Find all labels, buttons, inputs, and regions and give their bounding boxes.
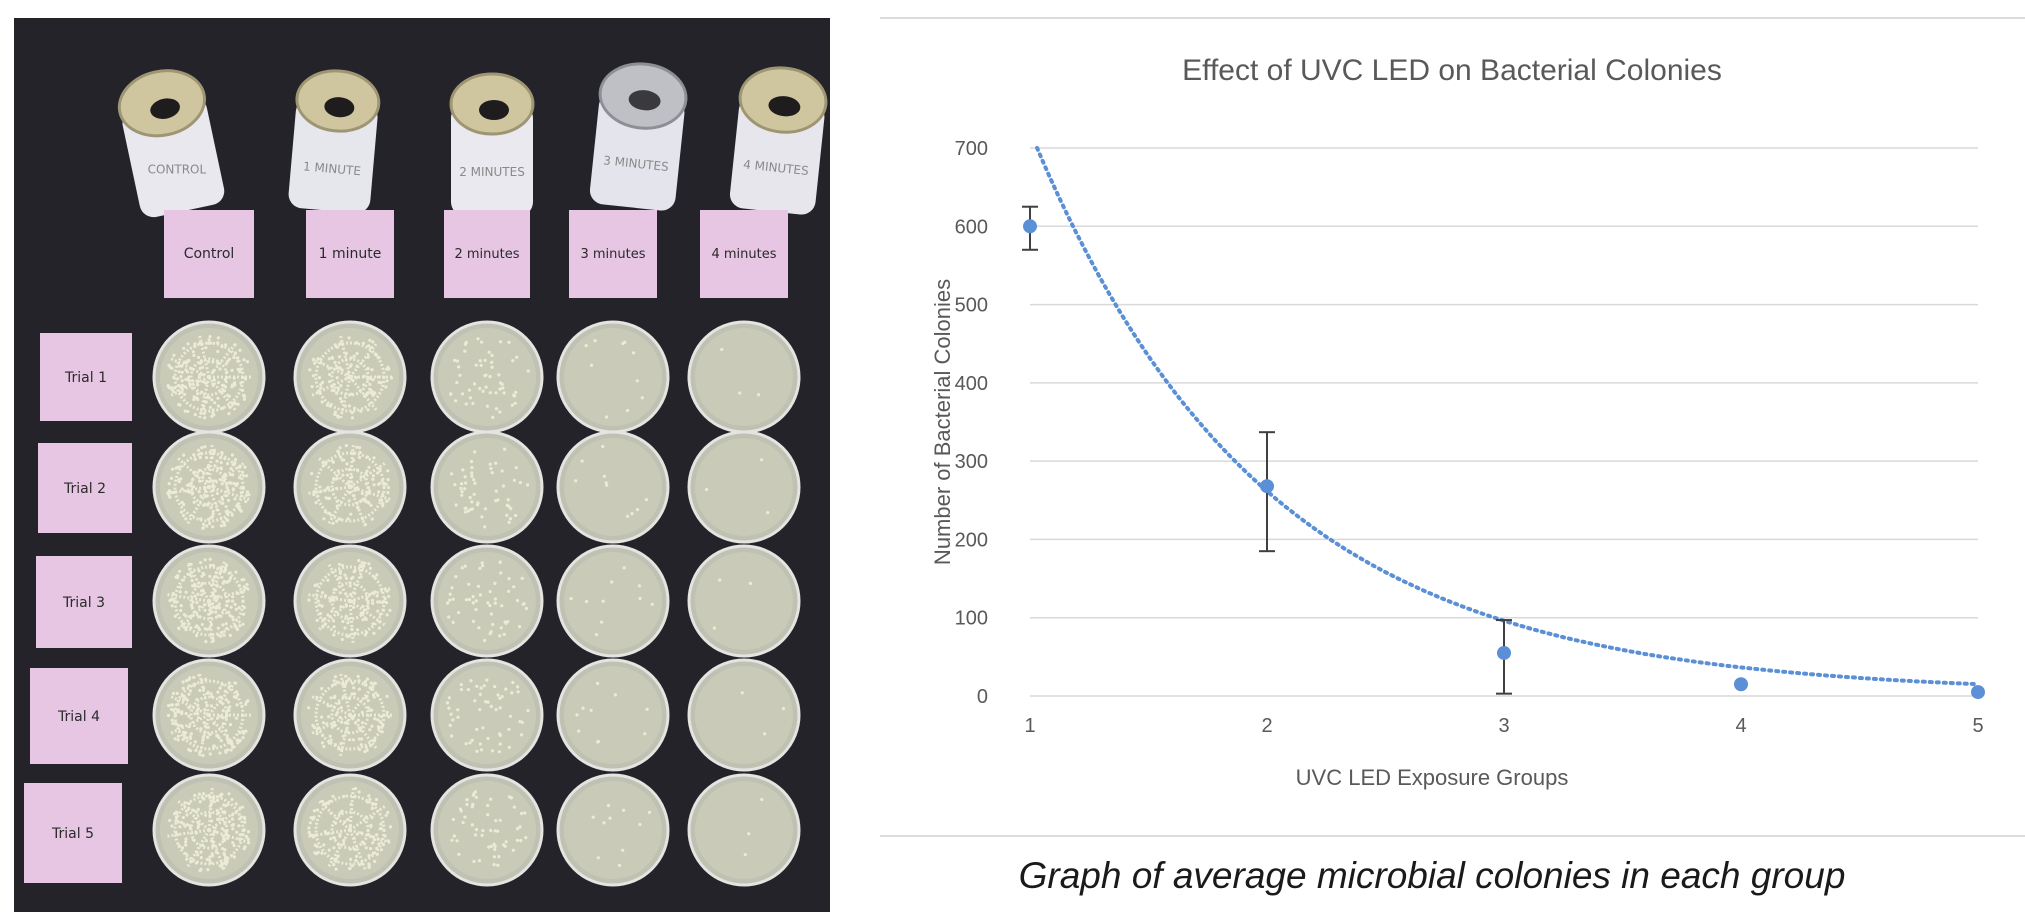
- petri-dish: [687, 658, 801, 772]
- trend-line: [1035, 146, 1980, 687]
- figure-caption: Graph of average microbial colonies in e…: [1019, 855, 1846, 896]
- group-label-control: Control: [164, 210, 254, 298]
- data-point: [1023, 219, 1037, 234]
- y-tick-label: 200: [955, 529, 988, 551]
- data-point: [1734, 677, 1748, 692]
- group-label-row: Control 1 minute 2 minutes 3 minutes 4 m…: [164, 210, 788, 298]
- svg-text:4 minutes: 4 minutes: [711, 247, 776, 262]
- can-row: CONTROL 1 MINUTE 2 MINUTES 3 MINUTES 4 M…: [117, 62, 828, 218]
- y-tick-label: 600: [955, 216, 988, 238]
- y-tick-labels: 0 100 200 300 400 500 600 700: [955, 138, 988, 708]
- petri-dish: [293, 430, 407, 544]
- can-label: 2 MINUTES: [459, 165, 525, 179]
- colony-chart: Effect of UVC LED on Bacterial Colonies …: [880, 17, 2025, 896]
- petri-dish: [430, 658, 544, 772]
- petri-dish: [293, 658, 407, 772]
- y-tick-label: 300: [955, 451, 988, 473]
- y-tick-label: 500: [955, 295, 988, 317]
- data-point: [1497, 645, 1511, 660]
- y-axis-label: Number of Bacterial Colonies: [930, 279, 955, 565]
- petri-dish: [556, 773, 670, 887]
- svg-text:Trial 5: Trial 5: [51, 826, 94, 842]
- svg-text:1 minute: 1 minute: [319, 246, 382, 262]
- x-tick-label: 1: [1024, 715, 1035, 737]
- can-3-minutes: 3 MINUTES: [589, 62, 688, 211]
- trial-label-column: Trial 1 Trial 2 Trial 3 Trial 4 Trial 5: [24, 333, 132, 883]
- group-label-1-minute: 1 minute: [306, 210, 394, 298]
- group-label-2-minutes: 2 minutes: [444, 210, 530, 298]
- error-bars: [1022, 205, 1512, 695]
- group-label-4-minutes: 4 minutes: [700, 210, 788, 298]
- group-label-3-minutes: 3 minutes: [569, 210, 657, 298]
- petri-dish: [293, 320, 407, 434]
- x-axis-label: UVC LED Exposure Groups: [1296, 765, 1569, 790]
- petri-dish: [556, 430, 670, 544]
- petri-dish: [152, 320, 266, 434]
- petri-dish: [556, 658, 670, 772]
- can-2-minutes: 2 MINUTES: [449, 72, 535, 216]
- x-tick-label: 3: [1498, 715, 1509, 737]
- petri-dish: [687, 430, 801, 544]
- y-tick-label: 400: [955, 373, 988, 395]
- can-label: 4 MINUTES: [743, 157, 810, 178]
- petri-dish: [687, 773, 801, 887]
- y-tick-label: 700: [955, 138, 988, 160]
- petri-dish: [430, 773, 544, 887]
- can-label: 1 MINUTE: [302, 159, 361, 178]
- can-label: CONTROL: [148, 163, 207, 177]
- petri-dish: [430, 320, 544, 434]
- trial-label-4: Trial 4: [30, 668, 128, 764]
- petri-dish: [293, 773, 407, 887]
- y-tick-label: 0: [977, 686, 988, 708]
- svg-text:2 minutes: 2 minutes: [454, 247, 519, 262]
- petri-dish-grid: [152, 320, 801, 887]
- petri-dish: [152, 544, 266, 658]
- svg-text:Control: Control: [184, 246, 235, 262]
- petri-dish-photo: CONTROL 1 MINUTE 2 MINUTES 3 MINUTES 4 M…: [14, 18, 830, 912]
- data-point: [1260, 479, 1274, 494]
- petri-dish: [687, 320, 801, 434]
- can-control: CONTROL: [117, 69, 225, 218]
- chart-title: Effect of UVC LED on Bacterial Colonies: [1182, 54, 1722, 87]
- svg-text:3 minutes: 3 minutes: [580, 247, 645, 262]
- x-tick-label: 4: [1735, 715, 1746, 737]
- x-tick-labels: 1 2 3 4 5: [1024, 715, 1983, 737]
- x-tick-label: 2: [1261, 715, 1272, 737]
- petri-dish: [293, 544, 407, 658]
- grid-lines: [1030, 147, 1978, 697]
- petri-dish: [556, 544, 670, 658]
- petri-dish: [152, 773, 266, 887]
- petri-dish: [430, 430, 544, 544]
- petri-dish: [687, 544, 801, 658]
- data-point: [1971, 685, 1985, 700]
- petri-dish: [152, 658, 266, 772]
- svg-text:Trial 3: Trial 3: [62, 595, 105, 611]
- trial-label-2: Trial 2: [38, 443, 132, 533]
- trial-label-5: Trial 5: [24, 783, 122, 883]
- trial-label-1: Trial 1: [40, 333, 132, 421]
- svg-text:Trial 1: Trial 1: [64, 370, 107, 386]
- petri-dish: [556, 320, 670, 434]
- svg-text:Trial 4: Trial 4: [57, 709, 100, 725]
- y-tick-label: 100: [955, 608, 988, 630]
- petri-dish: [152, 430, 266, 544]
- x-tick-label: 5: [1972, 715, 1983, 737]
- can-label: 3 MINUTES: [603, 153, 670, 174]
- svg-text:Trial 2: Trial 2: [63, 481, 106, 497]
- trial-label-3: Trial 3: [36, 556, 132, 648]
- data-points: [1023, 219, 1985, 700]
- can-4-minutes: 4 MINUTES: [729, 66, 828, 215]
- petri-dish: [430, 544, 544, 658]
- can-1-minute: 1 MINUTE: [288, 69, 381, 214]
